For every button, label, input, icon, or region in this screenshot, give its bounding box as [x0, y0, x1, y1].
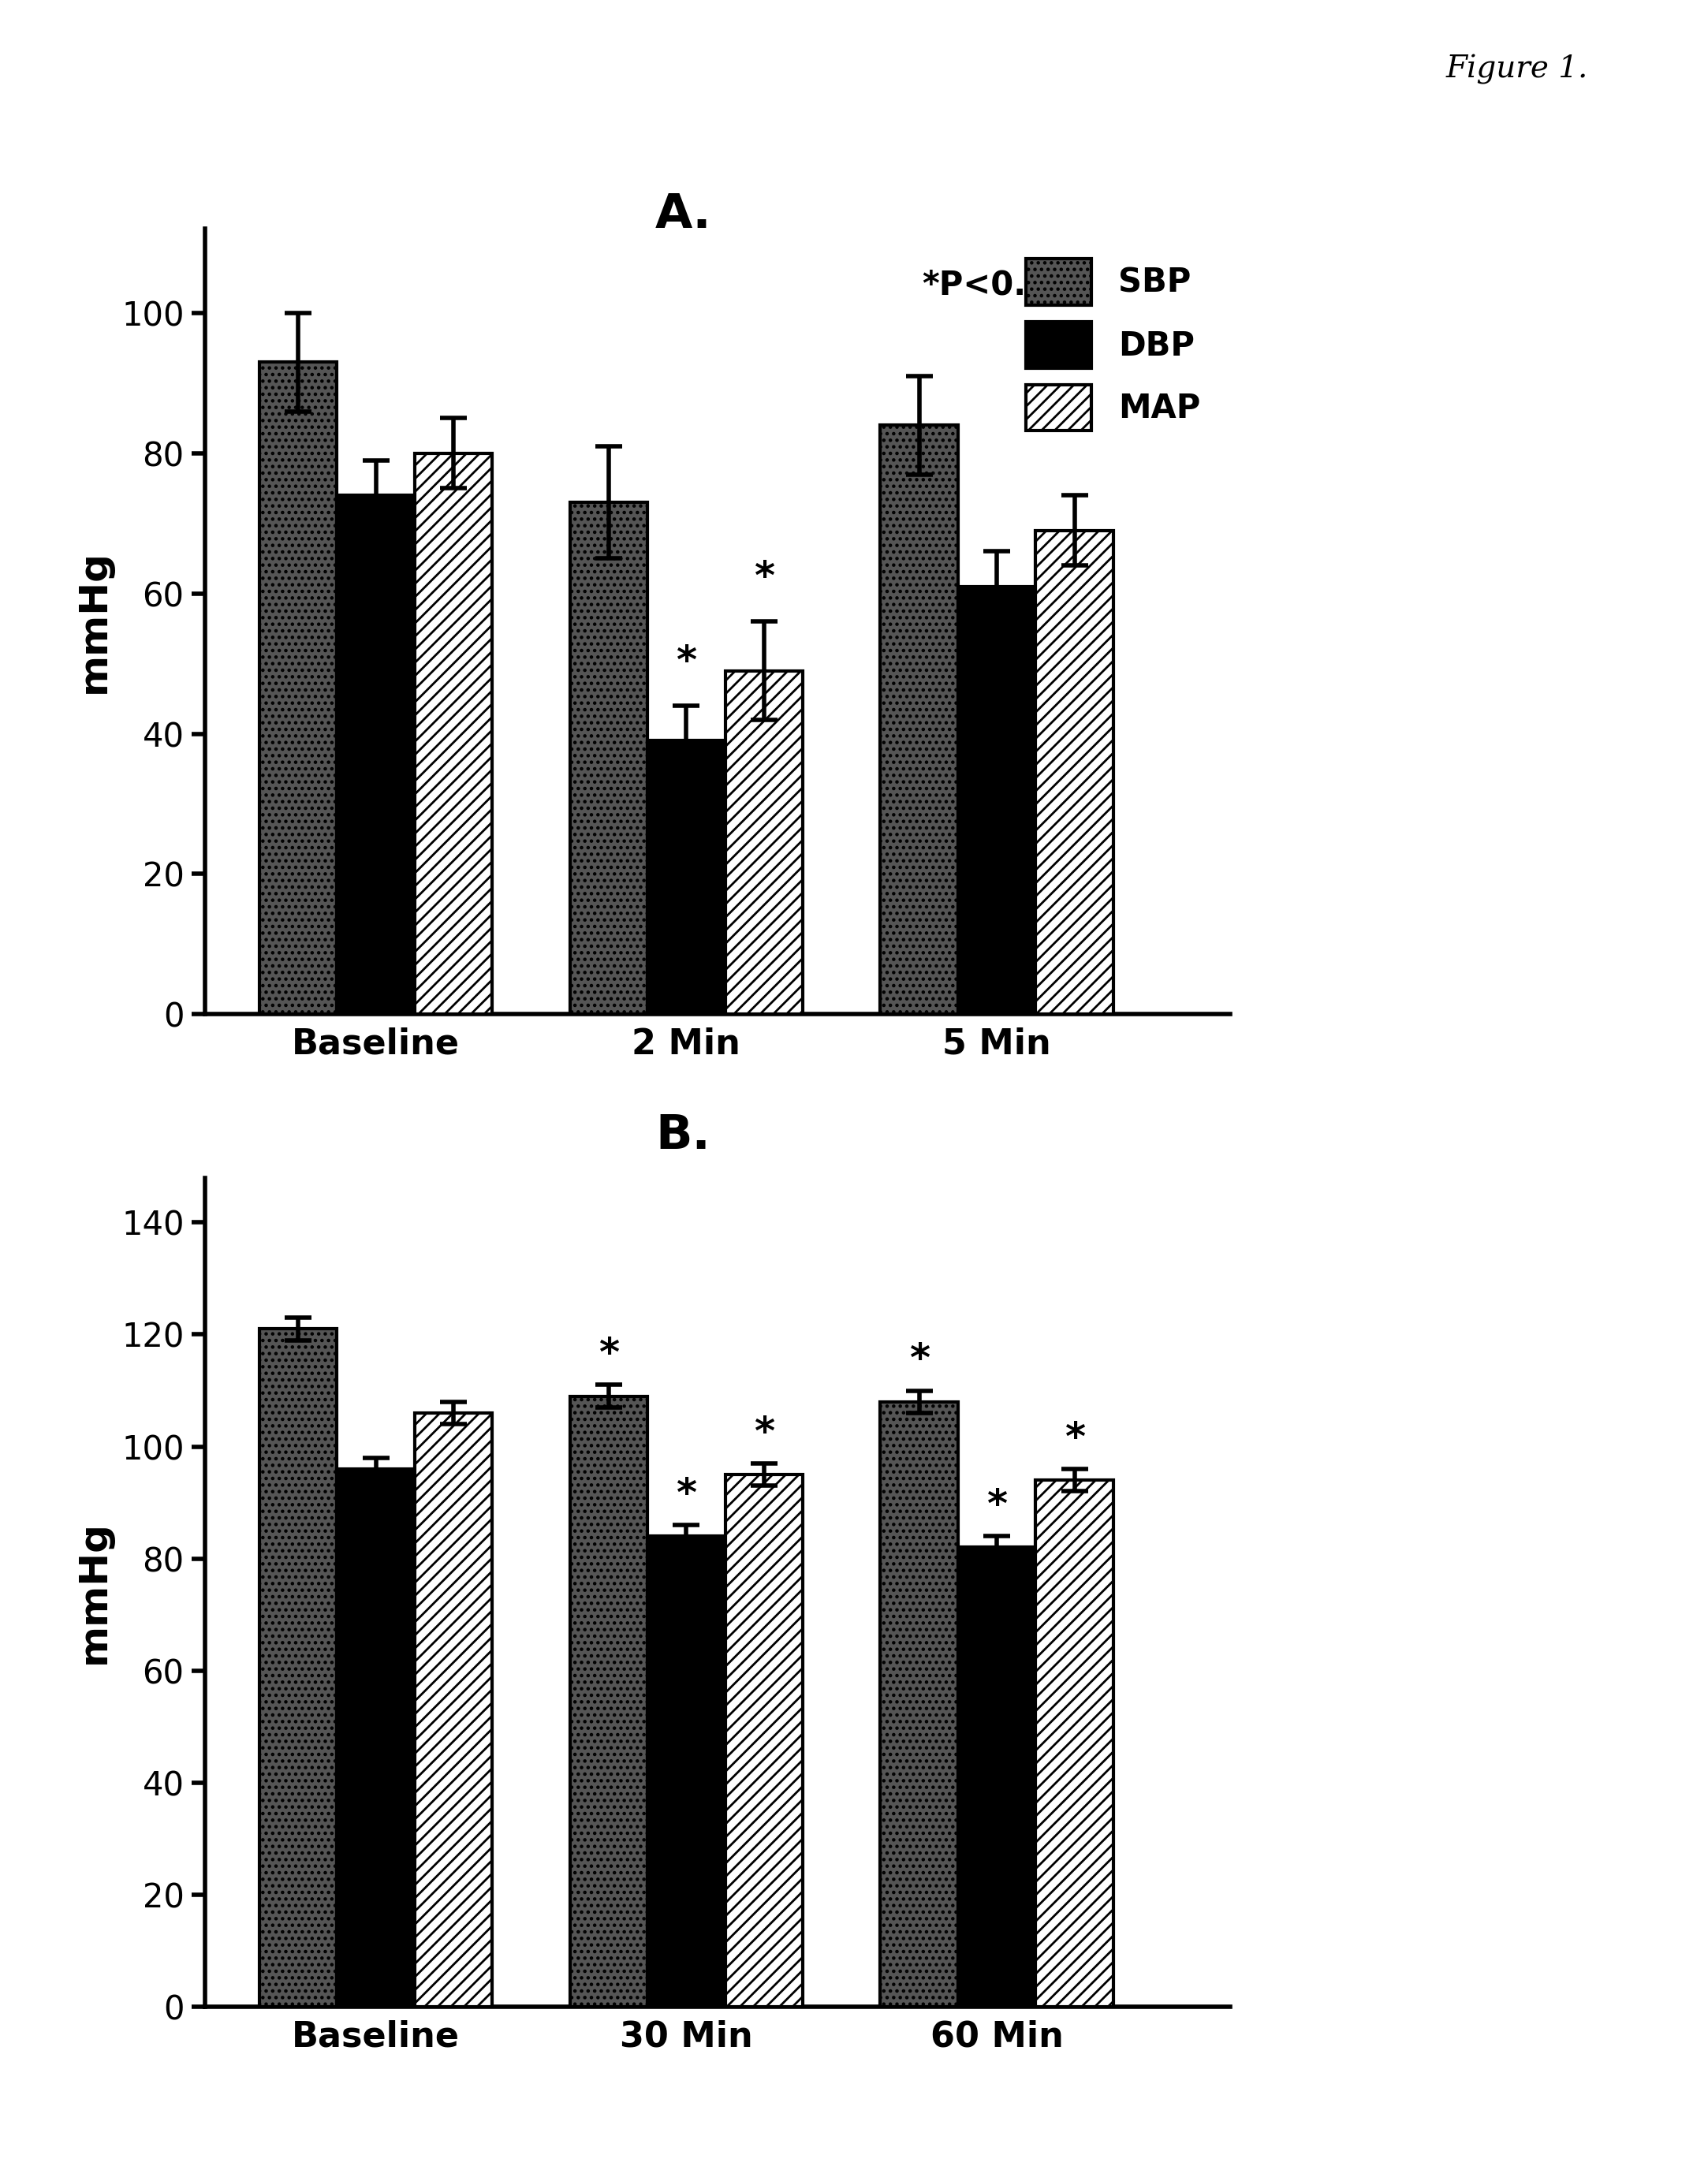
- Text: A.: A.: [654, 192, 712, 238]
- Bar: [415, 1413, 492, 2007]
- Text: *: *: [909, 1341, 929, 1378]
- Bar: [415, 454, 492, 1014]
- Bar: [570, 502, 647, 1014]
- Y-axis label: mmHg: mmHg: [75, 550, 113, 694]
- Text: *: *: [753, 1413, 774, 1453]
- Legend: SBP, DBP, MAP: SBP, DBP, MAP: [1013, 246, 1213, 445]
- Bar: [1035, 1481, 1114, 2007]
- Bar: [726, 1474, 803, 2007]
- Bar: [958, 587, 1035, 1014]
- Text: *: *: [676, 643, 697, 680]
- Bar: [880, 1402, 958, 2007]
- Bar: [647, 742, 726, 1014]
- Y-axis label: mmHg: mmHg: [75, 1520, 113, 1664]
- Bar: [880, 425, 958, 1014]
- Text: *: *: [676, 1477, 697, 1514]
- Bar: [1035, 530, 1114, 1014]
- Bar: [647, 1535, 726, 2007]
- Bar: [958, 1546, 1035, 2007]
- Text: B.: B.: [656, 1112, 711, 1158]
- Text: *: *: [598, 1337, 618, 1374]
- Bar: [336, 1470, 415, 2007]
- Text: *: *: [1064, 1420, 1085, 1457]
- Text: Figure 1.: Figure 1.: [1447, 55, 1588, 85]
- Bar: [260, 362, 336, 1014]
- Bar: [260, 1328, 336, 2007]
- Bar: [570, 1396, 647, 2007]
- Text: *P<0.05: *P<0.05: [922, 268, 1073, 301]
- Bar: [726, 672, 803, 1014]
- Text: *: *: [753, 558, 774, 598]
- Bar: [336, 495, 415, 1014]
- Text: *: *: [987, 1487, 1008, 1525]
